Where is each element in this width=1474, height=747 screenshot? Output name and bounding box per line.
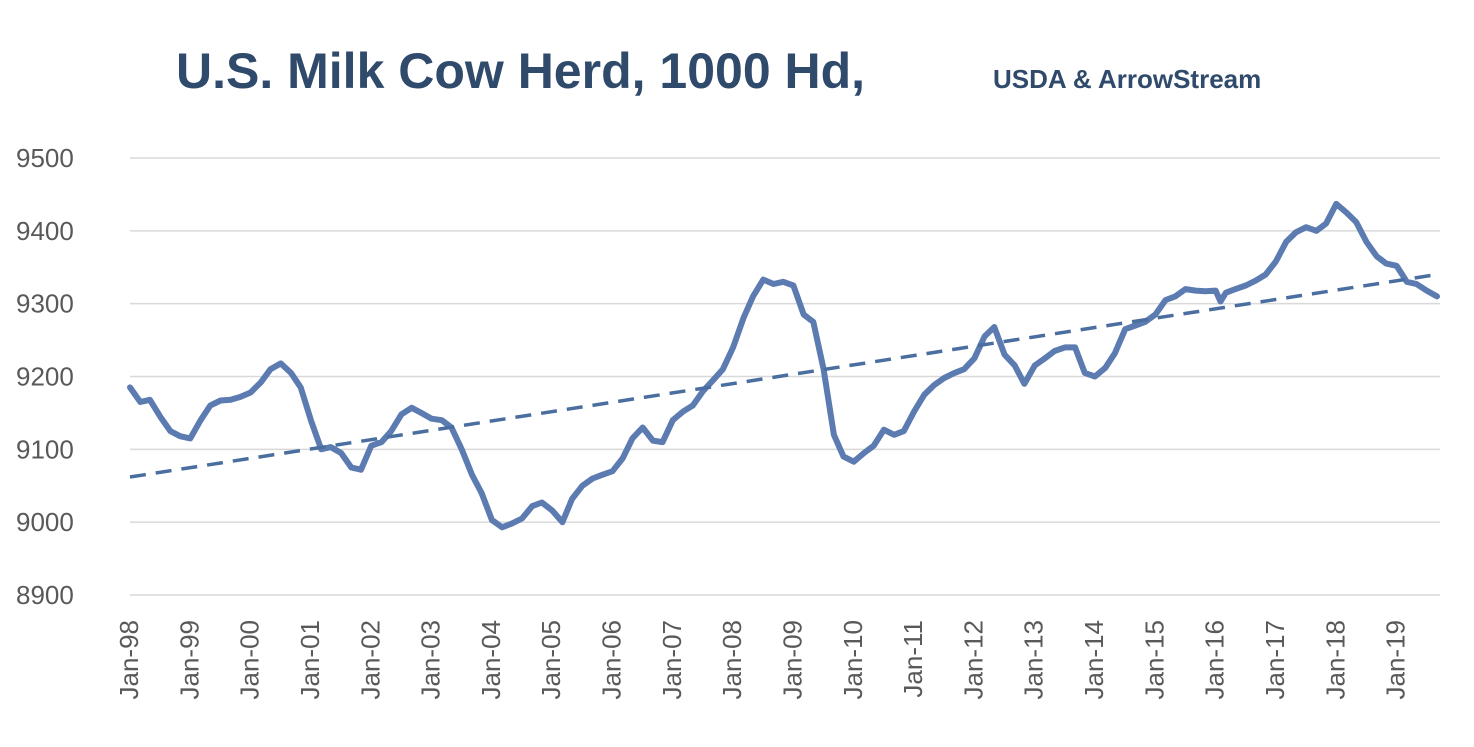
x-tick-label: Jan-06 [597, 620, 627, 700]
x-axis-ticks: Jan-98 Jan-99 Jan-00 Jan-01 Jan-02 Jan-03 Jan-… [114, 620, 1411, 700]
y-tick-label: 9000 [16, 507, 74, 537]
x-tick-label: Jan-11 [898, 620, 928, 698]
x-tick-label: Jan-18 [1320, 620, 1350, 700]
y-tick-label: 9200 [16, 362, 74, 392]
x-tick-label: Jan-19 [1381, 620, 1411, 700]
y-tick-label: 9500 [16, 143, 74, 173]
y-tick-label: 8900 [16, 580, 74, 610]
x-tick-label: Jan-09 [777, 620, 807, 700]
x-tick-label: Jan-12 [958, 620, 988, 700]
series-layer [127, 200, 1440, 531]
x-tick-label: Jan-05 [536, 620, 566, 700]
y-tick-label: 9400 [16, 216, 74, 246]
x-tick-label: Jan-10 [838, 620, 868, 700]
x-tick-label: Jan-15 [1139, 620, 1169, 700]
x-tick-label: Jan-01 [295, 620, 325, 700]
y-tick-label: 9100 [16, 434, 74, 464]
y-axis-ticks: 8900 9000 9100 9200 9300 9400 9500 [16, 143, 74, 610]
x-tick-label: Jan-14 [1079, 620, 1109, 700]
x-tick-label: Jan-08 [717, 620, 747, 700]
x-tick-label: Jan-04 [476, 620, 506, 700]
chart-subtitle: USDA & ArrowStream [993, 64, 1261, 94]
x-tick-label: Jan-16 [1200, 620, 1230, 700]
x-tick-label: Jan-13 [1019, 620, 1049, 700]
x-tick-label: Jan-00 [235, 620, 265, 700]
trend-line [129, 272, 1438, 479]
x-tick-label: Jan-98 [114, 620, 144, 700]
gridlines [130, 157, 1440, 596]
x-tick-label: Jan-02 [355, 620, 385, 700]
x-tick-label: Jan-03 [416, 620, 446, 700]
x-tick-label: Jan-07 [657, 620, 687, 700]
x-tick-label: Jan-17 [1260, 620, 1290, 700]
y-tick-label: 9300 [16, 289, 74, 319]
chart-title: U.S. Milk Cow Herd, 1000 Hd, [176, 43, 865, 99]
herd-series-line [127, 200, 1440, 531]
x-tick-label: Jan-99 [174, 620, 204, 700]
